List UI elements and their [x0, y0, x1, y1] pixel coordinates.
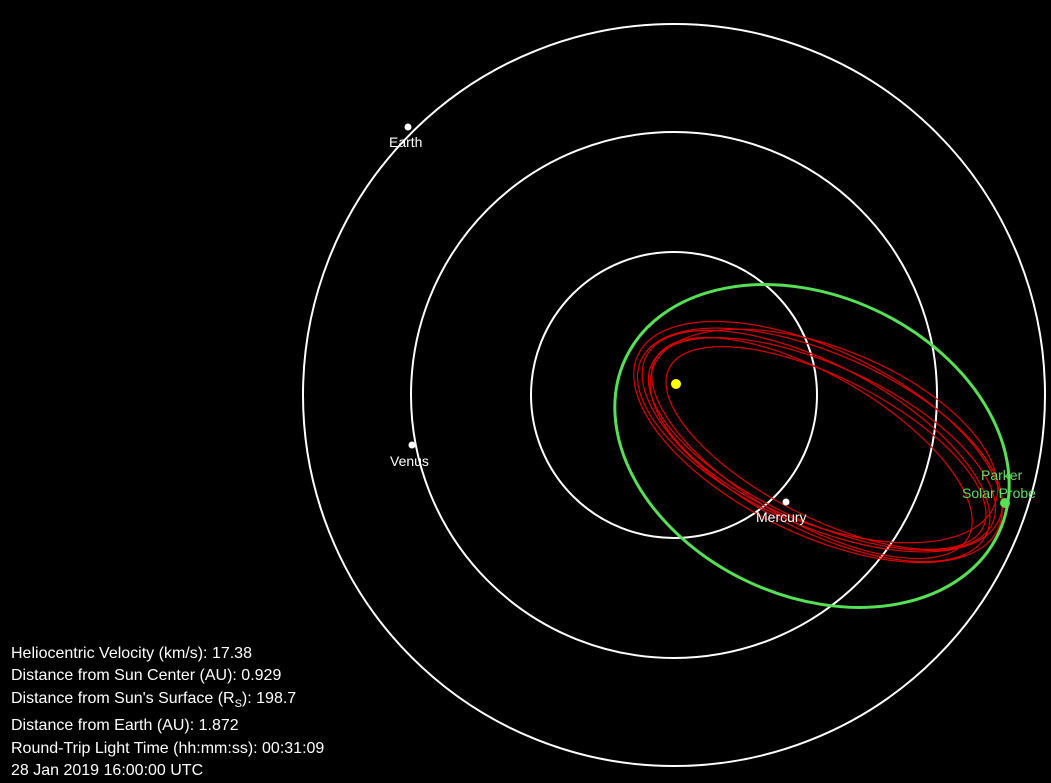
- venus-label: Venus: [390, 453, 429, 469]
- trajectory-loop: [647, 337, 997, 551]
- venus-marker[interactable]: [408, 441, 416, 449]
- mercury-marker[interactable]: [782, 498, 790, 506]
- earth-orbit: [302, 23, 1046, 767]
- light-time: Round-Trip Light Time (hh:mm:ss): 00:31:…: [11, 739, 325, 757]
- sun-surface-distance: Distance from Sun's Surface (RS): 198.7: [11, 688, 324, 716]
- telemetry-readout: Heliocentric Velocity (km/s): 17.38 Dist…: [11, 643, 324, 783]
- sun-surface-prefix: Distance from Sun's Surface (R: [11, 689, 235, 707]
- earth-distance: Distance from Earth (AU): 1.872: [11, 717, 239, 735]
- sun-center-distance: Distance from Sun Center (AU): 0.929: [11, 667, 282, 685]
- venus-orbit: [410, 131, 938, 659]
- sun-surface-suffix: ): 198.7: [241, 689, 297, 707]
- probe-label-line2: Solar Probe: [962, 485, 1036, 501]
- trajectory-loop: [665, 346, 987, 550]
- earth-label: Earth: [389, 134, 422, 150]
- velocity-readout: Heliocentric Velocity (km/s): 17.38: [11, 645, 252, 662]
- mercury-label: Mercury: [756, 509, 807, 525]
- sun-surface-subscript: S: [234, 698, 242, 710]
- sun: [671, 379, 681, 389]
- probe-label-line1: Parker: [981, 467, 1023, 483]
- trajectory-loop: [633, 320, 1003, 564]
- trajectory-loop: [649, 328, 999, 544]
- earth-marker[interactable]: [404, 123, 412, 131]
- probe-marker[interactable]: [1000, 498, 1010, 508]
- mercury-orbit: [530, 251, 818, 539]
- probe-orbit: [613, 283, 1011, 609]
- timestamp: 28 Jan 2019 16:00:00 UTC: [11, 762, 204, 780]
- trajectory-loop: [651, 336, 973, 560]
- probe-trajectory: [633, 320, 1004, 564]
- trajectory-loop: [636, 327, 1004, 553]
